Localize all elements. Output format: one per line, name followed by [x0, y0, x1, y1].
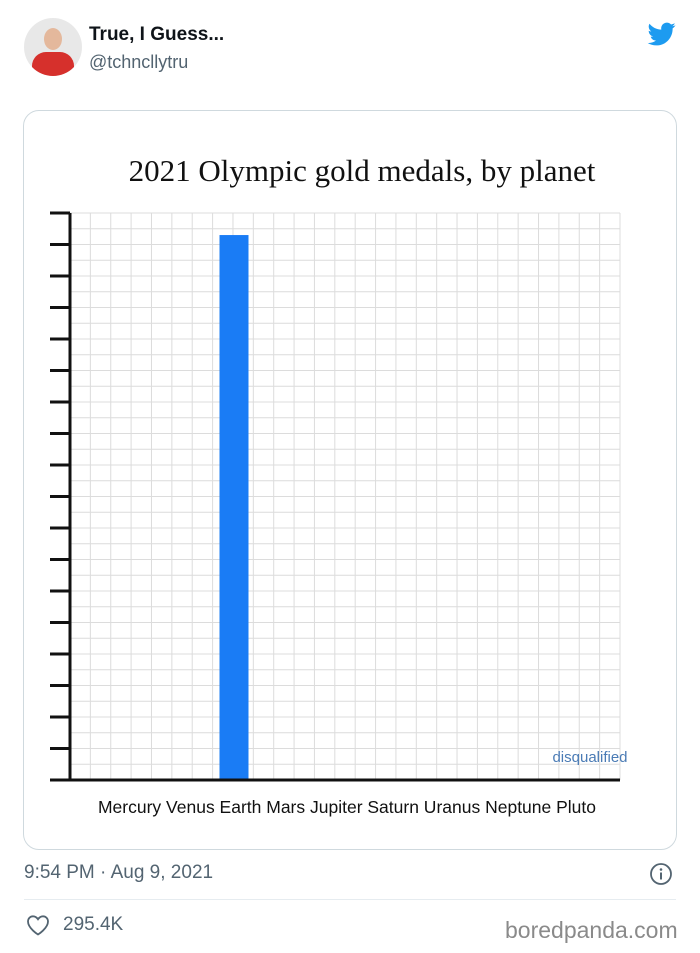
chart-title: 2021 Olympic gold medals, by planet: [128, 153, 596, 188]
watermark: boredpanda.com: [505, 917, 678, 943]
author-avatar[interactable]: [24, 18, 82, 76]
tweet-timestamp[interactable]: 9:54 PM · Aug 9, 2021: [24, 862, 214, 883]
disqualified-annotation: disqualified: [552, 749, 627, 766]
divider: [24, 899, 676, 900]
avatar-shirt: [32, 52, 74, 76]
x-axis-labels: Mercury Venus Earth Mars Jupiter Saturn …: [98, 797, 596, 817]
twitter-bird-icon[interactable]: [645, 20, 679, 48]
bar-earth: [219, 235, 249, 781]
avatar-head: [44, 28, 62, 50]
info-icon[interactable]: [649, 862, 673, 886]
author-handle[interactable]: @tchncllytru: [89, 52, 189, 72]
like-count[interactable]: 295.4K: [63, 914, 124, 935]
media-card[interactable]: [23, 110, 677, 850]
heart-icon[interactable]: [26, 914, 50, 936]
author-name[interactable]: True, I Guess...: [89, 24, 225, 45]
